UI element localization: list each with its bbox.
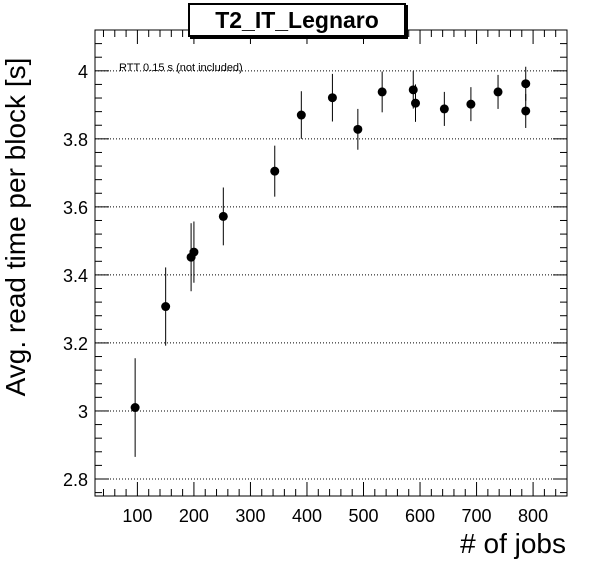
x-axis-label: # of jobs [460, 528, 566, 559]
y-tick-label: 3.4 [63, 266, 88, 286]
y-tick-label: 4 [78, 62, 88, 82]
y-tick-label: 3 [78, 402, 88, 422]
x-axis-ticks [102, 30, 568, 496]
x-tick-labels: 100 200 300 400 500 600 700 800 [122, 506, 548, 526]
title-box: T2_IT_Legnaro [188, 3, 406, 37]
point-marker [408, 85, 418, 95]
y-tick-labels: 2.8 3 3.2 3.4 3.6 3.8 4 [63, 62, 88, 490]
x-tick-label: 800 [518, 506, 548, 526]
data-point [161, 267, 171, 346]
data-point [411, 84, 421, 122]
point-marker [493, 87, 503, 97]
y-tick-label: 3.2 [63, 334, 88, 354]
y-tick-label: 2.8 [63, 470, 88, 490]
data-point [353, 108, 363, 150]
data-point [189, 221, 199, 283]
data-point [327, 73, 337, 122]
data-point [493, 74, 503, 109]
y-axis-label: Avg. read time per block [s] [0, 57, 31, 397]
point-marker [161, 302, 171, 312]
data-point [218, 187, 228, 246]
data-point [466, 87, 476, 122]
point-marker [411, 98, 421, 108]
point-marker [218, 211, 228, 221]
data-point [296, 91, 306, 139]
y-tick-label: 3.8 [63, 130, 88, 150]
y-axis-ticks [95, 43, 567, 494]
point-marker [189, 247, 199, 257]
data-point [377, 71, 387, 113]
point-marker [439, 104, 449, 114]
grid-lines [95, 70, 567, 480]
point-marker [353, 124, 363, 134]
chart-title: T2_IT_Legnaro [215, 6, 379, 33]
point-marker [130, 403, 140, 413]
x-tick-label: 500 [348, 506, 378, 526]
point-marker [296, 110, 306, 120]
data-point [439, 91, 449, 126]
rtt-annotation: RTT 0.15 s (not included) [119, 62, 243, 74]
point-marker [521, 79, 531, 89]
x-tick-label: 400 [292, 506, 322, 526]
data-point [130, 358, 140, 457]
point-marker [466, 99, 476, 109]
point-marker [270, 166, 280, 176]
point-marker [327, 93, 337, 103]
point-marker [377, 87, 387, 97]
x-tick-label: 600 [405, 506, 435, 526]
data-points [130, 66, 531, 457]
y-tick-label: 3.6 [63, 198, 88, 218]
data-point [521, 93, 531, 128]
x-tick-label: 200 [179, 506, 209, 526]
point-marker [521, 106, 531, 116]
x-tick-label: 300 [235, 506, 265, 526]
data-point [270, 145, 280, 197]
x-tick-label: 100 [122, 506, 152, 526]
x-tick-label: 700 [462, 506, 492, 526]
